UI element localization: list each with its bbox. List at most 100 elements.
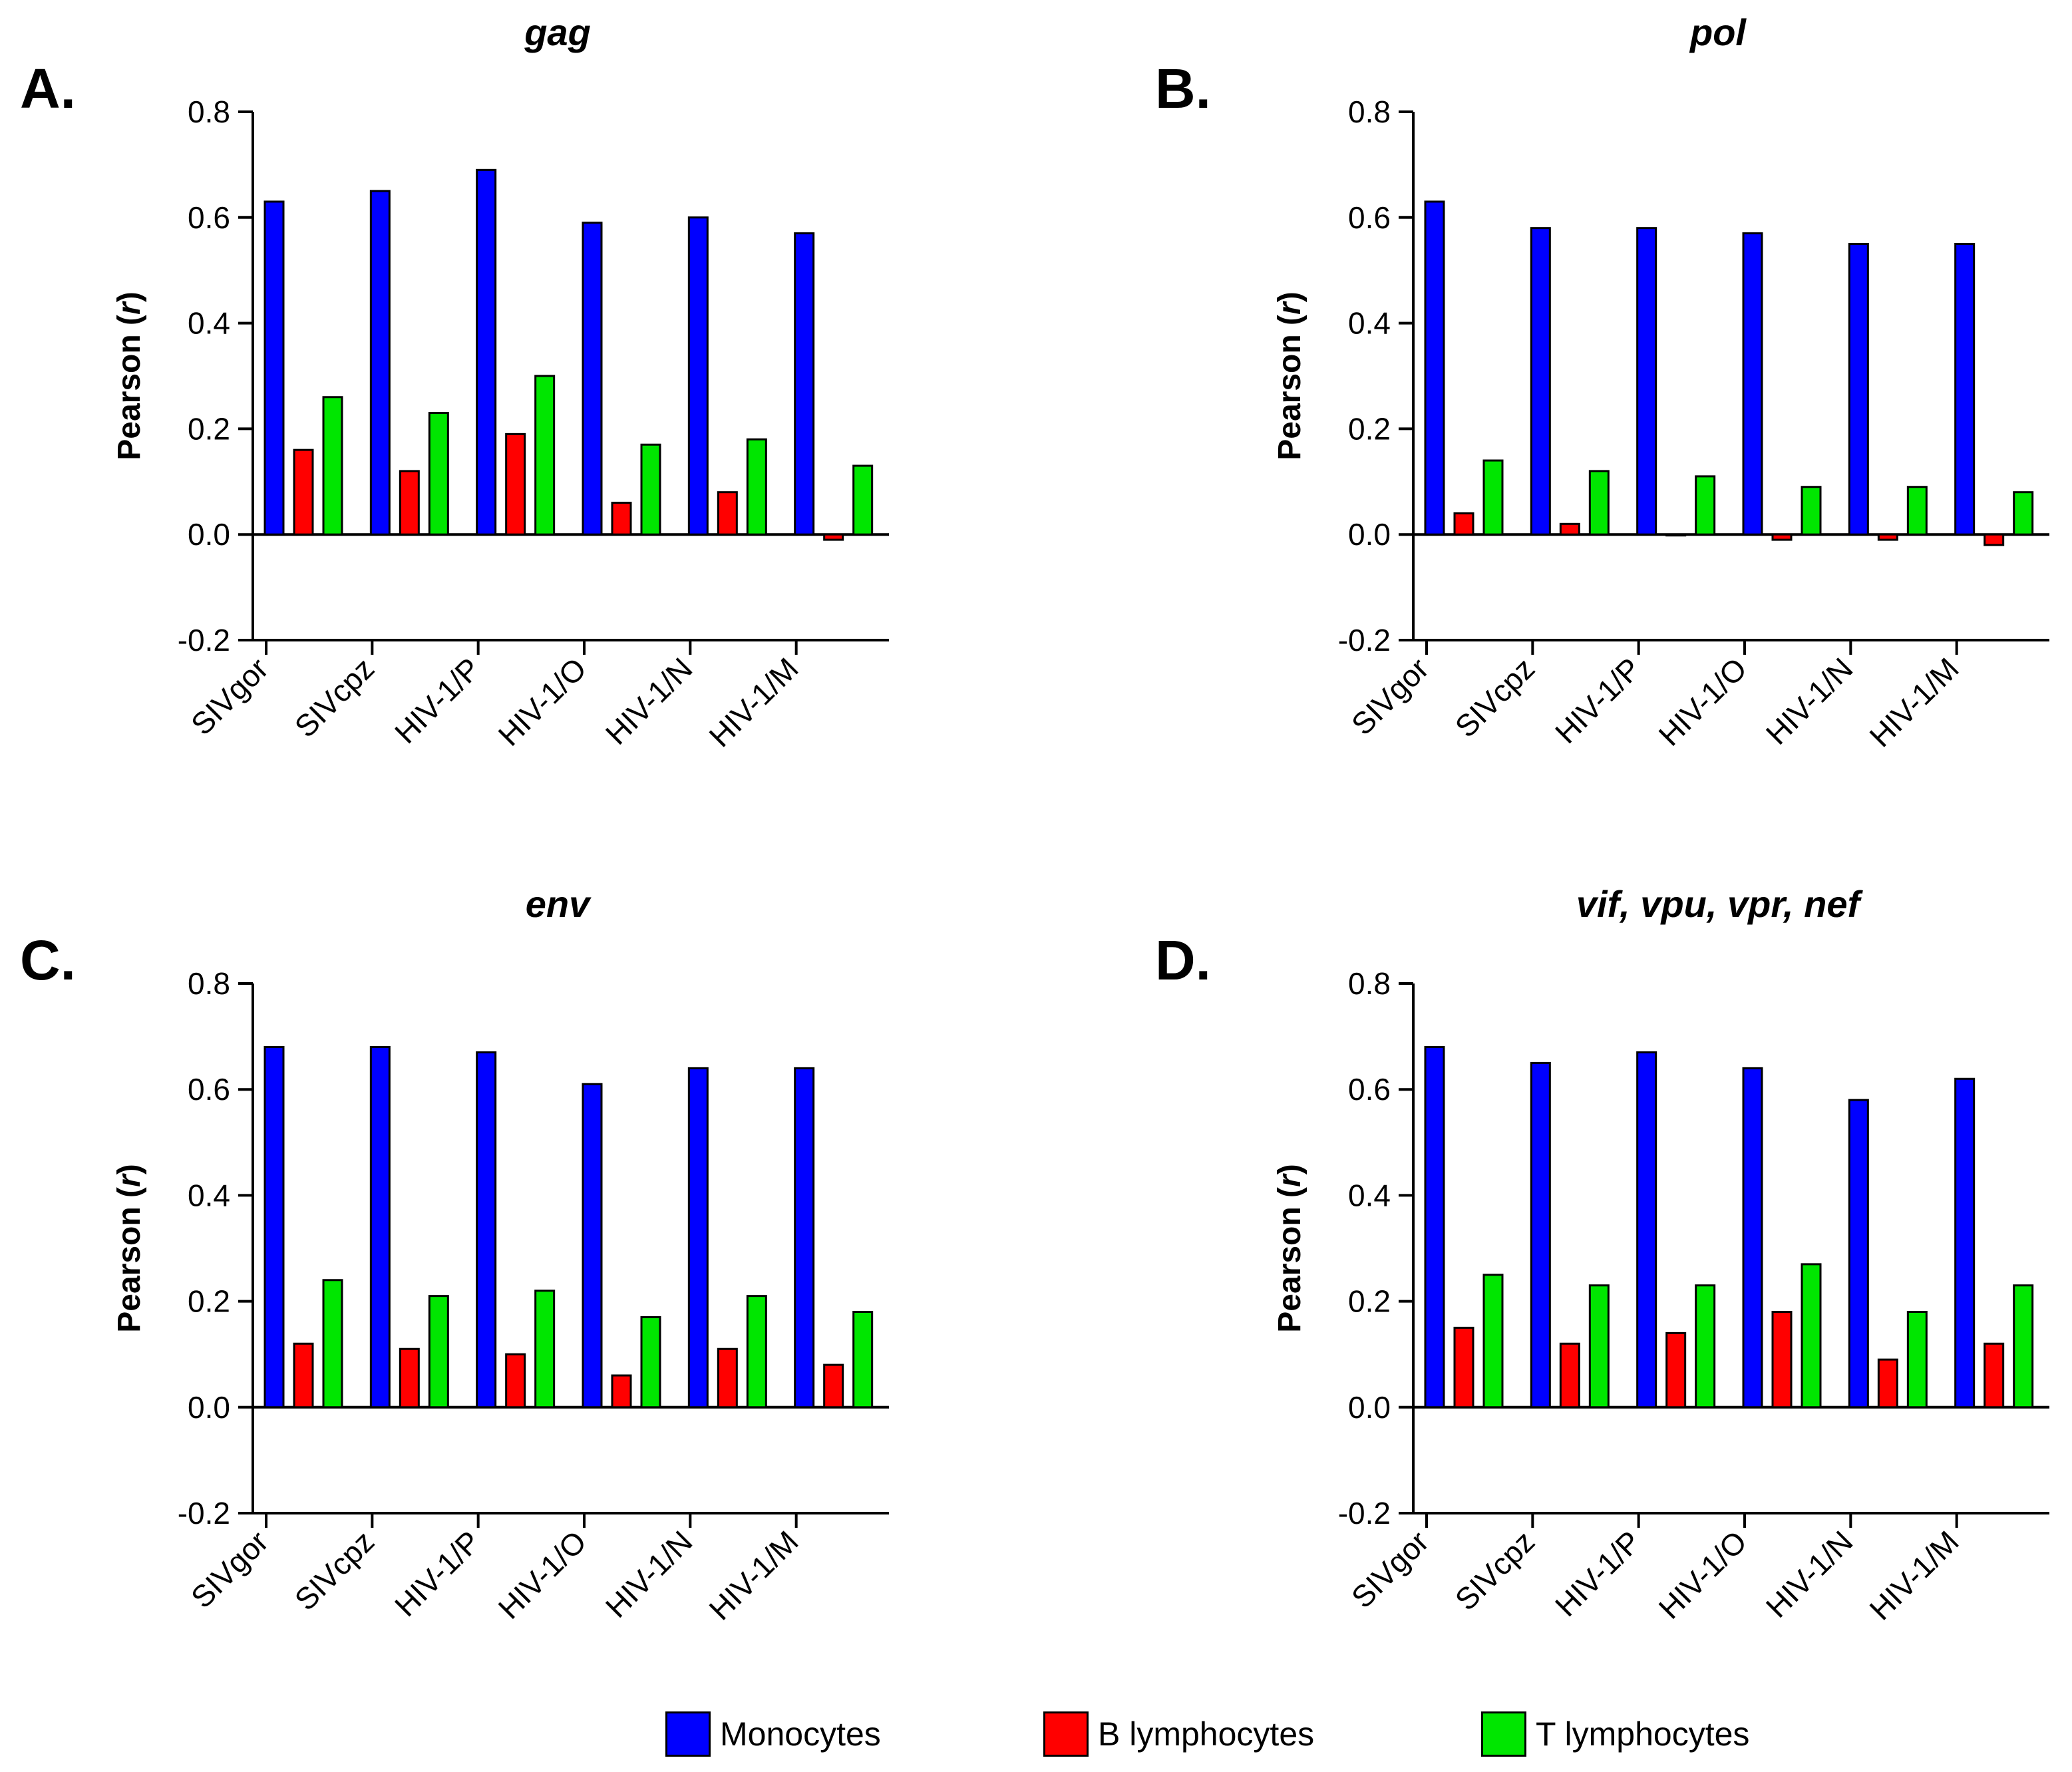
bar-d-t-lymphocytes-1 — [1588, 1284, 1610, 1409]
x-tick-label-b-4: HIV-1/N — [1759, 651, 1860, 751]
bar-b-monocytes-2 — [1636, 227, 1657, 536]
bar-d-t-lymphocytes-2 — [1695, 1284, 1716, 1409]
bar-d-monocytes-5 — [1954, 1077, 1976, 1409]
legend-item-b-lymphocytes: B lymphocytes — [1043, 1707, 1314, 1761]
y-tick-label-b-3: 0.4 — [1348, 306, 1391, 341]
bar-b-t-lymphocytes-1 — [1588, 470, 1610, 536]
bar-c-t-lymphocytes-1 — [428, 1295, 449, 1409]
bar-d-monocytes-1 — [1530, 1061, 1551, 1409]
x-tick-label-b-1: SIVcpz — [1449, 651, 1542, 744]
bar-d-monocytes-0 — [1424, 1046, 1445, 1409]
y-tick-label-d-2: 0.2 — [1348, 1284, 1391, 1319]
y-tick-label-c-3: 0.4 — [188, 1178, 230, 1212]
bar-c-b-lymphocytes-2 — [505, 1353, 526, 1409]
bar-a-b-lymphocytes-5 — [823, 533, 844, 541]
legend-swatch-t-lymphocytes — [1481, 1711, 1526, 1757]
x-tick-label-d-3: HIV-1/O — [1652, 1524, 1753, 1625]
bar-c-b-lymphocytes-5 — [823, 1363, 844, 1409]
y-tick-label-a-0: -0.2 — [178, 623, 230, 657]
bar-d-t-lymphocytes-5 — [2013, 1284, 2034, 1409]
y-tick-label-c-2: 0.2 — [188, 1284, 230, 1319]
y-axis-label-c: Pearson (r) — [112, 1164, 147, 1332]
x-tick-label-a-5: HIV-1/M — [702, 651, 804, 753]
bar-d-b-lymphocytes-1 — [1559, 1342, 1580, 1409]
x-tick-label-d-2: HIV-1/P — [1548, 1524, 1647, 1623]
y-tick-label-d-0: -0.2 — [1338, 1496, 1391, 1530]
x-tick-label-c-4: HIV-1/N — [599, 1524, 699, 1624]
bar-c-monocytes-5 — [794, 1067, 815, 1409]
y-tick-label-d-4: 0.6 — [1348, 1072, 1391, 1107]
bar-c-b-lymphocytes-3 — [611, 1374, 632, 1409]
bar-b-b-lymphocytes-4 — [1877, 533, 1898, 541]
bar-b-monocytes-0 — [1424, 200, 1445, 536]
y-tick-label-a-5: 0.8 — [188, 94, 230, 129]
bar-b-monocytes-1 — [1530, 227, 1551, 536]
bar-a-monocytes-4 — [687, 216, 709, 536]
y-tick-label-a-1: 0.0 — [188, 517, 230, 552]
bar-a-t-lymphocytes-2 — [534, 375, 556, 536]
y-tick-label-b-1: 0.0 — [1348, 517, 1391, 552]
x-tick-label-c-0: SIVgor — [184, 1524, 275, 1614]
bar-a-monocytes-2 — [476, 168, 497, 536]
x-tick-label-a-2: HIV-1/P — [388, 651, 487, 750]
bar-b-b-lymphocytes-2 — [1665, 533, 1687, 537]
bar-a-b-lymphocytes-3 — [611, 502, 632, 536]
y-axis-label-d: Pearson (r) — [1272, 1164, 1307, 1332]
y-axis-label-b: Pearson (r) — [1272, 291, 1307, 460]
bar-a-b-lymphocytes-2 — [505, 433, 526, 536]
bar-d-b-lymphocytes-4 — [1877, 1358, 1898, 1409]
x-tick-label-d-1: SIVcpz — [1449, 1524, 1542, 1617]
chart-title-d: vif, vpu, vpr, nef — [1576, 883, 1864, 925]
y-tick-label-b-0: -0.2 — [1338, 623, 1391, 657]
bar-a-t-lymphocytes-0 — [322, 396, 343, 536]
chart-title-c: env — [526, 883, 592, 925]
x-tick-label-a-0: SIVgor — [184, 651, 275, 741]
panel-letter-d: D. — [1155, 929, 1211, 991]
y-tick-label-c-0: -0.2 — [178, 1496, 230, 1530]
panel-letter-b: B. — [1155, 57, 1211, 120]
y-tick-label-d-1: 0.0 — [1348, 1390, 1391, 1425]
panel-d: D. vif, vpu, vpr, nef Pearson (r) -0.2 0.0 0.… — [1155, 883, 2049, 1627]
bar-b-t-lymphocytes-5 — [2013, 491, 2034, 536]
bar-c-b-lymphocytes-4 — [717, 1347, 738, 1409]
bar-b-b-lymphocytes-3 — [1771, 533, 1793, 541]
legend-label-monocytes: Monocytes — [720, 1715, 881, 1753]
bar-c-monocytes-2 — [476, 1051, 497, 1409]
legend-swatch-monocytes — [665, 1711, 711, 1757]
x-tick-label-b-2: HIV-1/P — [1548, 651, 1647, 750]
bar-a-b-lymphocytes-1 — [399, 470, 420, 536]
bar-a-monocytes-5 — [794, 232, 815, 536]
bar-d-monocytes-4 — [1848, 1099, 1869, 1409]
y-tick-label-a-2: 0.2 — [188, 411, 230, 446]
x-tick-label-d-5: HIV-1/M — [1862, 1524, 1965, 1626]
bar-c-t-lymphocytes-5 — [852, 1311, 874, 1409]
x-tick-label-b-3: HIV-1/O — [1652, 651, 1753, 752]
bar-a-t-lymphocytes-4 — [746, 438, 767, 536]
bar-b-t-lymphocytes-0 — [1482, 459, 1504, 536]
bar-b-t-lymphocytes-3 — [1801, 486, 1822, 536]
x-tick-label-b-0: SIVgor — [1345, 651, 1435, 741]
x-tick-label-a-4: HIV-1/N — [599, 651, 699, 751]
legend-swatch-b-lymphocytes — [1043, 1711, 1089, 1757]
bar-c-b-lymphocytes-1 — [399, 1347, 420, 1409]
y-axis-label-a: Pearson (r) — [112, 291, 147, 460]
bar-a-b-lymphocytes-4 — [717, 491, 738, 536]
y-tick-label-a-3: 0.4 — [188, 306, 230, 341]
legend-item-monocytes: Monocytes — [665, 1707, 881, 1761]
x-tick-label-c-1: SIVcpz — [288, 1524, 381, 1617]
chart-title-b: pol — [1689, 11, 1747, 53]
x-tick-label-c-3: HIV-1/O — [492, 1524, 593, 1625]
legend-item-t-lymphocytes: T lymphocytes — [1481, 1707, 1749, 1761]
x-tick-label-d-4: HIV-1/N — [1759, 1524, 1860, 1624]
x-tick-label-b-5: HIV-1/M — [1862, 651, 1965, 753]
bar-d-monocytes-2 — [1636, 1051, 1657, 1409]
bar-d-t-lymphocytes-0 — [1482, 1274, 1504, 1409]
y-tick-label-c-5: 0.8 — [188, 966, 230, 1001]
y-tick-label-b-5: 0.8 — [1348, 94, 1391, 129]
bar-a-b-lymphocytes-0 — [293, 448, 314, 536]
bar-c-monocytes-3 — [582, 1083, 603, 1409]
y-tick-label-d-5: 0.8 — [1348, 966, 1391, 1001]
bar-d-b-lymphocytes-5 — [1984, 1342, 2005, 1409]
bar-b-t-lymphocytes-4 — [1906, 486, 1928, 536]
